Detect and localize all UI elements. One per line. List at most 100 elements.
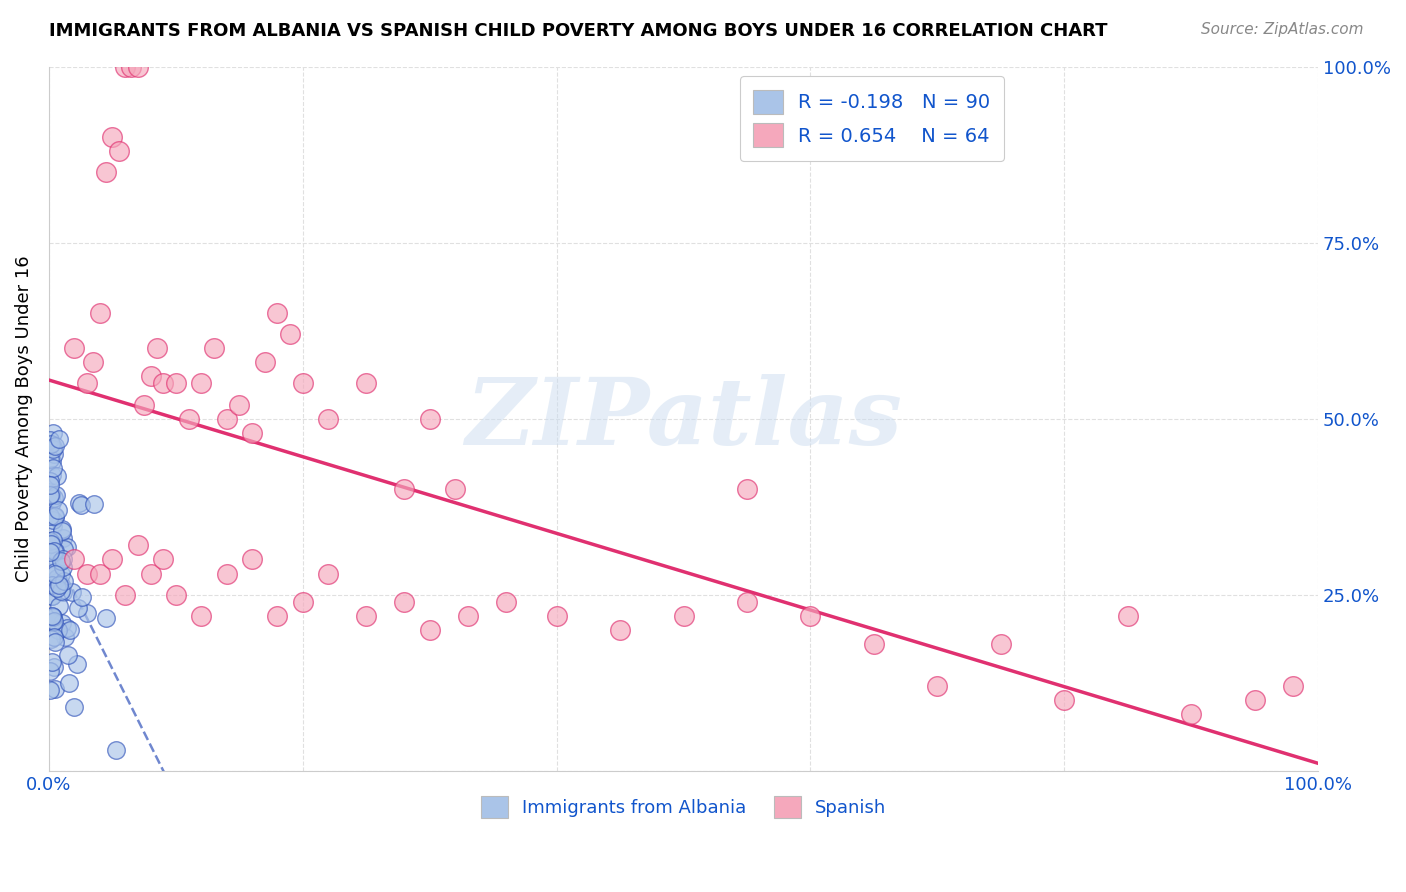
Point (44, 682, 66, 697)
Point (70, 591, 93, 605)
Point (240, 552, 263, 566)
Point (101, 130, 124, 145)
Point (42, 614, 65, 628)
Point (927, 679, 949, 693)
Point (76, 606, 98, 620)
Point (240, 425, 263, 440)
Point (609, 623, 631, 637)
Point (48, 599, 70, 614)
Point (89, 566, 111, 581)
Point (53, 542, 76, 557)
Point (76, 376, 98, 391)
Point (134, 398, 156, 412)
Point (1243, 693, 1265, 707)
Point (52, 584, 75, 599)
Point (46, 624, 69, 638)
Point (672, 608, 695, 623)
Point (45, 469, 67, 483)
Point (44, 543, 66, 558)
Point (152, 376, 174, 391)
Point (39, 508, 62, 523)
Point (55, 541, 77, 555)
Point (1180, 707, 1202, 722)
Point (67, 496, 90, 510)
Point (42, 533, 65, 547)
Point (42, 544, 65, 558)
Point (419, 623, 441, 637)
Point (42, 513, 65, 527)
Point (990, 637, 1012, 651)
Point (152, 552, 174, 566)
Point (63, 552, 86, 566)
Point (127, 60, 149, 74)
Point (41, 609, 63, 624)
Point (58, 676, 80, 690)
Point (177, 411, 200, 425)
Point (215, 411, 238, 425)
Point (51, 524, 73, 539)
Point (39, 580, 62, 594)
Point (48, 433, 70, 447)
Point (51, 554, 73, 568)
Point (39, 533, 62, 548)
Point (39, 537, 62, 551)
Point (44, 508, 66, 523)
Point (735, 482, 758, 496)
Point (56, 621, 79, 635)
Point (51, 566, 73, 581)
Point (44, 574, 66, 588)
Point (51, 522, 73, 536)
Point (39, 452, 62, 467)
Point (356, 608, 378, 623)
Point (44, 440, 66, 454)
Point (39, 632, 62, 647)
Point (51, 615, 73, 630)
Point (39, 545, 62, 559)
Point (121, 60, 143, 74)
Point (291, 376, 314, 391)
Point (42, 461, 65, 475)
Point (42, 630, 65, 644)
Point (165, 588, 187, 602)
Point (44, 634, 66, 648)
Point (41, 467, 63, 482)
Point (114, 60, 136, 74)
Point (70, 498, 93, 512)
Point (139, 369, 162, 384)
Text: IMMIGRANTS FROM ALBANIA VS SPANISH CHILD POVERTY AMONG BOYS UNDER 16 CORRELATION: IMMIGRANTS FROM ALBANIA VS SPANISH CHILD… (49, 22, 1108, 40)
Point (52, 552, 75, 566)
Point (39, 536, 62, 550)
Point (44, 565, 66, 579)
Point (127, 538, 149, 552)
Point (316, 566, 339, 581)
Point (60, 585, 83, 599)
Point (190, 376, 212, 391)
Point (46, 571, 69, 585)
Text: ZIPatlas: ZIPatlas (465, 374, 903, 464)
Point (457, 608, 479, 623)
Point (63, 341, 86, 355)
Point (49, 584, 72, 599)
Point (41, 578, 63, 592)
Point (82, 355, 104, 369)
Point (39, 488, 62, 502)
Point (39, 664, 62, 678)
Point (266, 608, 288, 623)
Point (356, 376, 378, 391)
Point (42, 610, 65, 624)
Point (39, 474, 62, 488)
Point (799, 608, 821, 623)
Point (278, 327, 301, 342)
Point (146, 341, 169, 355)
Point (42, 442, 65, 456)
Point (58, 648, 80, 663)
Point (114, 588, 136, 602)
Point (63, 699, 86, 714)
Point (202, 341, 225, 355)
Point (44, 567, 66, 582)
Point (44, 567, 66, 582)
Point (45, 488, 67, 502)
Point (39, 434, 62, 448)
Point (104, 742, 127, 756)
Point (291, 595, 314, 609)
